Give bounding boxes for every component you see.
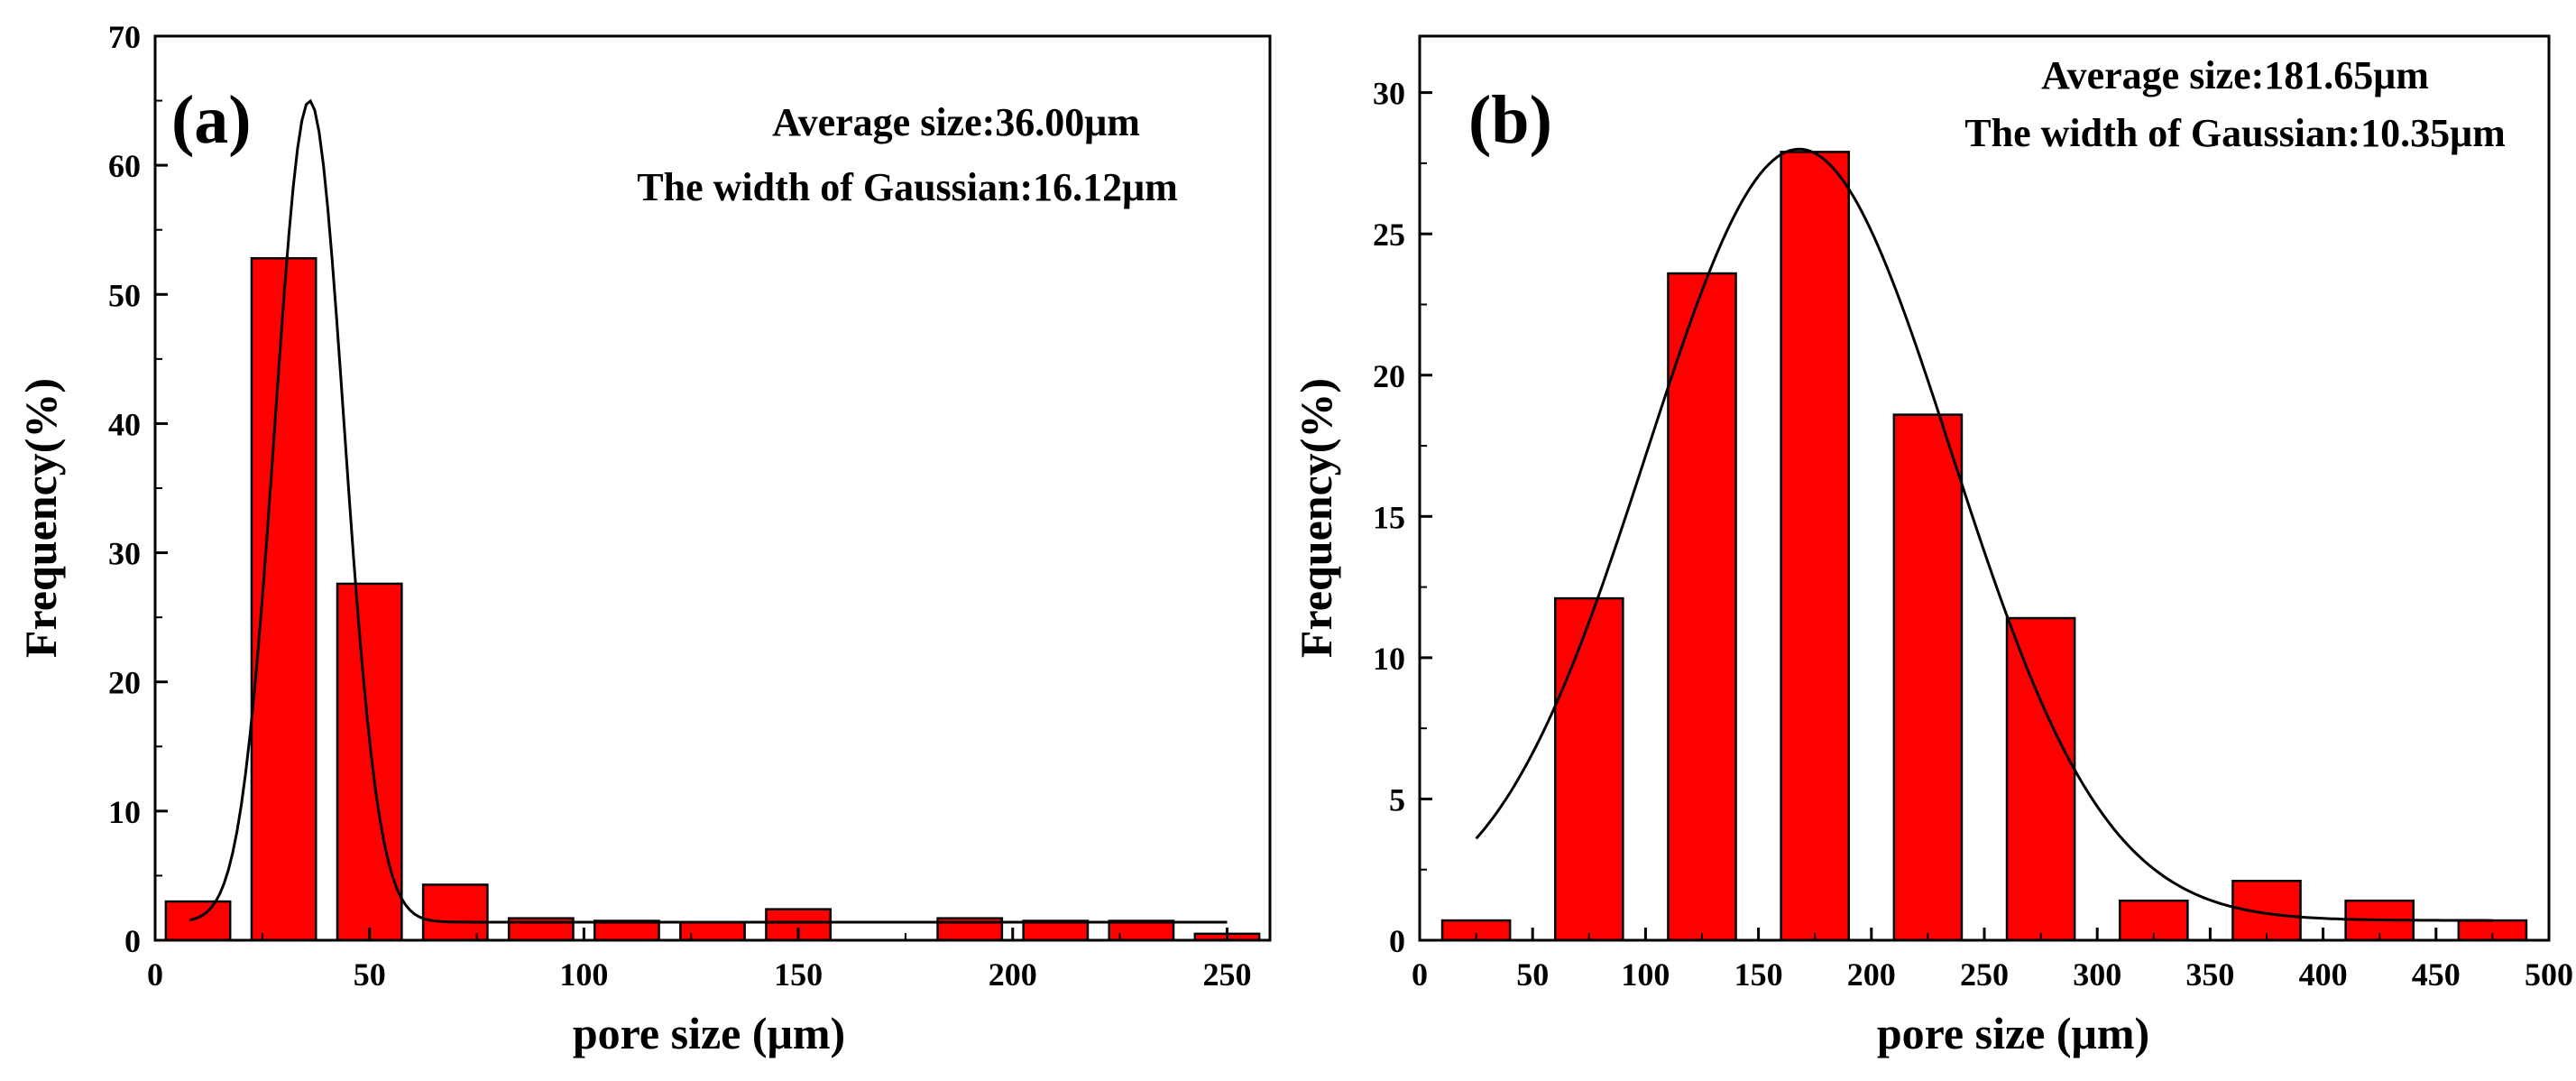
axis-ticks-a: 0 50 100 150 200 250 0 10 20 30 40 50 60 70 xyxy=(108,19,1251,993)
bar-b-4 xyxy=(1892,413,1964,942)
bar-b-3 xyxy=(1780,151,1851,942)
y-tick-label-a-0: 0 xyxy=(124,923,141,959)
x-tick-label-b-9: 450 xyxy=(2412,956,2461,993)
bar-b-2 xyxy=(1667,272,1737,942)
bar-a-0 xyxy=(164,900,232,942)
x-tick-label-b-7: 350 xyxy=(2185,956,2234,993)
bar-a-3 xyxy=(421,883,489,942)
chart-panel-a: 0 50 100 150 200 250 0 10 20 30 40 50 60 70 (a) Avera… xyxy=(15,19,1272,1058)
y-tick-label-b-4: 20 xyxy=(1373,358,1405,394)
annotation-average-size-a: Average size:36.00μm xyxy=(772,100,1140,144)
x-tick-label-b-8: 400 xyxy=(2299,956,2348,993)
bar-a-9 xyxy=(1022,919,1090,942)
y-tick-label-a-4: 40 xyxy=(108,406,141,442)
y-tick-label-b-5: 25 xyxy=(1373,217,1405,253)
annotation-gaussian-width-a: The width of Gaussian:16.12μm xyxy=(637,165,1177,209)
x-tick-label-a-0: 0 xyxy=(147,956,163,993)
panel-label-a: (a) xyxy=(171,82,252,158)
bar-a-6 xyxy=(679,920,746,942)
x-tick-label-b-0: 0 xyxy=(1412,956,1428,993)
y-axis-title-a: Frequency(%) xyxy=(15,378,66,658)
y-tick-label-b-2: 10 xyxy=(1373,641,1405,677)
y-tick-label-a-3: 30 xyxy=(108,536,141,572)
axis-ticks-b: 0 50 100 150 200 250 300 350 400 450 500 0 5 10 15 20 25… xyxy=(1373,76,2573,993)
x-tick-label-b-2: 100 xyxy=(1621,956,1670,993)
y-tick-label-b-3: 15 xyxy=(1373,499,1405,535)
bar-b-5 xyxy=(2005,616,2076,942)
gaussian-fit-curve-b xyxy=(1475,147,2493,922)
y-tick-label-a-1: 10 xyxy=(108,794,141,830)
x-tick-label-b-6: 300 xyxy=(2073,956,2121,993)
annotation-average-size-b: Average size:181.65μm xyxy=(2041,53,2429,97)
x-tick-label-b-3: 150 xyxy=(1734,956,1783,993)
x-tick-label-b-10: 500 xyxy=(2525,956,2573,993)
gaussian-fit-curve-a xyxy=(189,98,1228,924)
y-tick-label-b-6: 30 xyxy=(1373,76,1405,112)
x-tick-label-a-3: 150 xyxy=(774,956,823,993)
y-tick-label-a-7: 70 xyxy=(108,19,141,55)
y-tick-label-a-6: 60 xyxy=(108,148,141,184)
chart-panel-b: 0 50 100 150 200 250 300 350 400 450 500 0 5 10 15 20 25… xyxy=(1291,34,2573,1058)
x-axis-title-a: pore size (μm) xyxy=(573,1008,845,1058)
bar-a-5 xyxy=(593,919,660,942)
bar-b-1 xyxy=(1553,596,1624,942)
bars-group-b xyxy=(1440,151,2528,942)
y-tick-label-b-1: 5 xyxy=(1389,781,1405,818)
y-tick-label-b-0: 0 xyxy=(1389,923,1405,959)
panel-label-b: (b) xyxy=(1468,82,1552,158)
y-axis-title-b: Frequency(%) xyxy=(1291,378,1341,658)
bar-a-10 xyxy=(1108,919,1175,942)
x-tick-label-a-5: 250 xyxy=(1202,956,1251,993)
x-tick-label-b-4: 200 xyxy=(1847,956,1896,993)
x-tick-label-a-2: 100 xyxy=(559,956,608,993)
x-axis-title-b: pore size (μm) xyxy=(1877,1008,2149,1058)
x-tick-label-b-1: 50 xyxy=(1516,956,1549,993)
annotation-gaussian-width-b: The width of Gaussian:10.35μm xyxy=(1964,111,2505,155)
x-tick-label-a-4: 200 xyxy=(989,956,1037,993)
y-tick-label-a-2: 20 xyxy=(108,665,141,701)
y-tick-label-a-5: 50 xyxy=(108,277,141,313)
x-tick-label-a-1: 50 xyxy=(354,956,386,993)
x-tick-label-b-5: 250 xyxy=(1960,956,2009,993)
bars-group-a xyxy=(164,256,1261,942)
bar-a-2 xyxy=(336,582,403,942)
